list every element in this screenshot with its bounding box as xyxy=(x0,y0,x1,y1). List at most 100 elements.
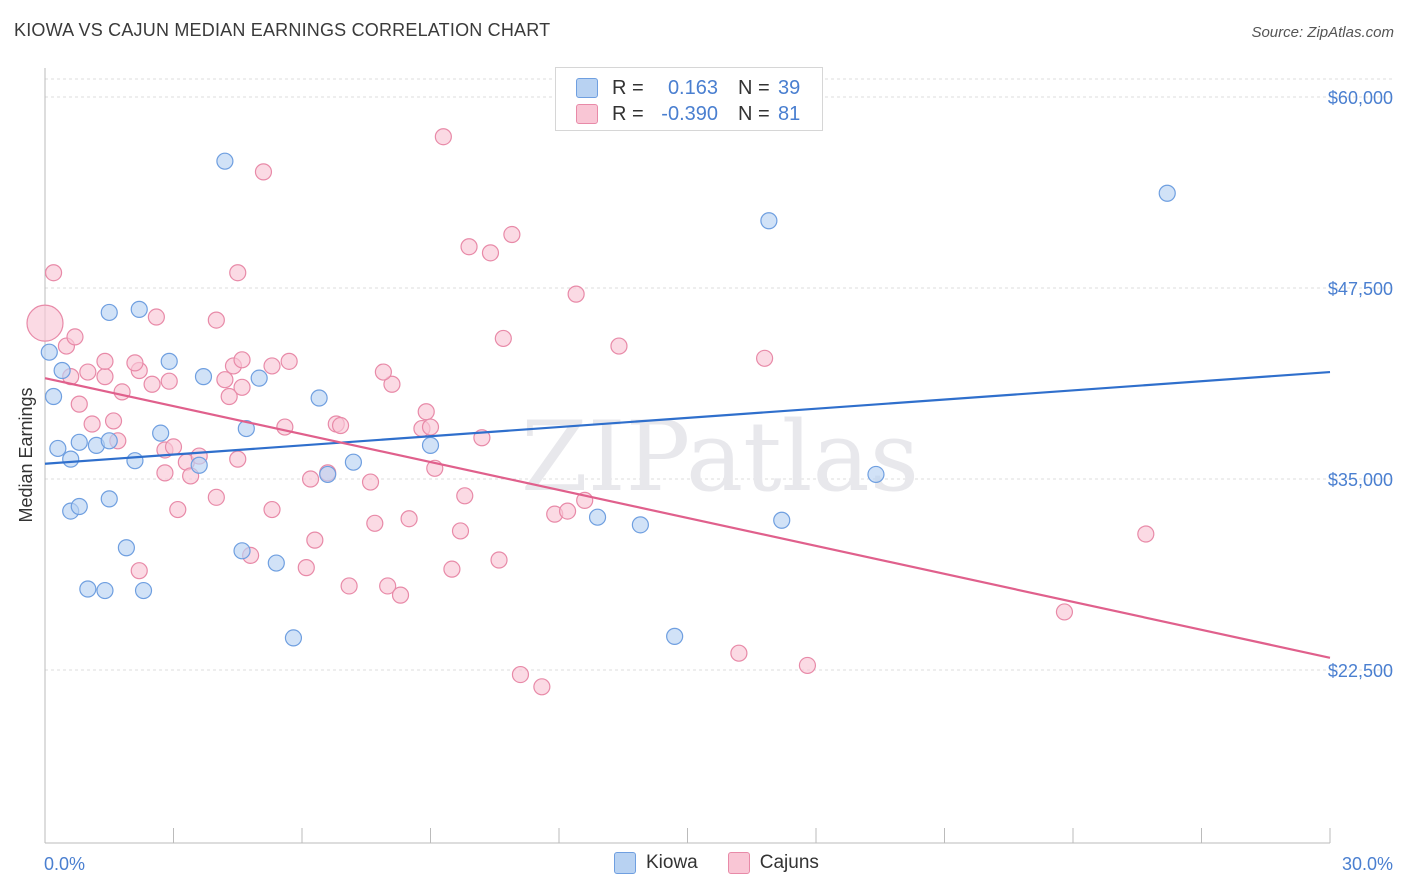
cajun-point xyxy=(1055,603,1074,621)
kiowa-point xyxy=(344,453,362,471)
kiowa-point xyxy=(867,465,885,484)
stats-legend: R = 0.163 N = 39 R = -0.390 N = 81 xyxy=(555,67,823,131)
y-tick-label: $47,500 xyxy=(1328,279,1393,299)
cajun-point xyxy=(301,470,320,488)
cajun-point xyxy=(44,264,63,282)
cajun-point xyxy=(533,678,551,696)
kiowa-point xyxy=(190,456,208,474)
cajun-point xyxy=(164,438,183,456)
cajun-point xyxy=(233,378,251,396)
cajun-point xyxy=(730,644,748,662)
cajun-swatch xyxy=(727,852,750,874)
cajun-point xyxy=(460,238,478,256)
kiowa-point xyxy=(100,490,118,508)
cajun-point xyxy=(280,352,298,370)
n-value: 81 xyxy=(778,102,801,125)
cajun-point xyxy=(456,487,474,505)
kiowa-point xyxy=(70,433,88,451)
r-label: R = xyxy=(612,76,644,99)
grid-lines xyxy=(45,78,1393,671)
cajun-point xyxy=(379,577,397,595)
cajun-point xyxy=(558,502,577,520)
cajun-point xyxy=(220,387,238,406)
kiowa-point xyxy=(773,511,791,529)
cajun-point xyxy=(755,349,774,367)
kiowa-point xyxy=(53,361,71,380)
series-legend: Kiowa Cajuns xyxy=(614,852,849,874)
cajun-point xyxy=(494,329,512,348)
cajun-point xyxy=(216,371,234,389)
kiowa-point xyxy=(666,627,684,645)
cajun-point xyxy=(383,375,401,393)
cajun-point xyxy=(331,416,350,435)
y-tick-label: $35,000 xyxy=(1328,470,1393,490)
kiowa-point xyxy=(130,300,148,318)
kiowa-point xyxy=(237,419,255,438)
cajun-point xyxy=(511,665,530,684)
cajun-point xyxy=(567,285,585,303)
cajun-point xyxy=(160,372,178,390)
kiowa-points xyxy=(40,152,1176,647)
cajun-point xyxy=(130,562,148,580)
cajun-point xyxy=(70,395,88,413)
kiowa-point xyxy=(40,343,58,361)
y-tick-label: $60,000 xyxy=(1328,88,1393,108)
kiowa-point xyxy=(96,581,114,600)
x-tick-label-min: 0.0% xyxy=(44,854,85,874)
kiowa-point xyxy=(126,452,144,470)
y-tick-label: $22,500 xyxy=(1328,661,1393,681)
cajun-point xyxy=(374,363,392,381)
r-value: 0.163 xyxy=(667,76,718,99)
cajun-point xyxy=(126,354,144,372)
kiowa-point xyxy=(62,450,80,468)
kiowa-point xyxy=(267,554,285,572)
kiowa-point xyxy=(233,542,251,560)
cajun-point xyxy=(233,351,251,369)
kiowa-point xyxy=(79,580,97,598)
kiowa-point xyxy=(100,303,118,322)
legend-label-cajuns: Cajuns xyxy=(759,852,819,873)
kiowa-point xyxy=(250,369,268,387)
kiowa-point xyxy=(194,368,213,386)
kiowa-swatch xyxy=(614,852,636,874)
y-tick-labels: $22,500 $35,000 $47,500 $60,000 xyxy=(1328,88,1393,681)
kiowa-point xyxy=(49,439,67,458)
kiowa-point xyxy=(310,389,328,407)
cajun-point xyxy=(1137,525,1155,543)
cajun-point xyxy=(340,577,358,595)
cajun-point xyxy=(104,412,123,430)
kiowa-point xyxy=(70,497,88,516)
cajun-point xyxy=(361,473,380,491)
kiowa-point xyxy=(44,387,63,406)
r-value: -0.390 xyxy=(661,102,718,125)
cajun-point xyxy=(610,337,628,355)
kiowa-point xyxy=(421,436,440,454)
kiowa-point xyxy=(152,424,170,442)
cajun-point xyxy=(798,656,817,675)
legend-item-cajuns: Cajuns xyxy=(727,852,819,874)
kiowa-trend-line xyxy=(44,370,1331,465)
cajun-point xyxy=(229,264,247,282)
kiowa-point xyxy=(1158,184,1176,202)
cajun-point xyxy=(263,500,281,519)
legend-label-kiowa: Kiowa xyxy=(646,852,698,873)
legend-item-kiowa: Kiowa xyxy=(614,852,698,874)
kiowa-swatch xyxy=(576,78,598,98)
cajun-point xyxy=(434,128,452,146)
x-ticks xyxy=(173,828,1331,843)
kiowa-point xyxy=(100,432,118,450)
kiowa-point xyxy=(117,539,135,557)
cajun-point xyxy=(26,304,64,342)
n-value: 39 xyxy=(778,76,801,99)
cajun-point xyxy=(306,531,324,549)
cajun-point xyxy=(366,514,384,532)
n-label: N = xyxy=(738,102,770,125)
cajun-point xyxy=(207,311,225,329)
cajun-point xyxy=(421,418,440,436)
kiowa-point xyxy=(284,629,303,647)
cajun-point xyxy=(481,244,500,262)
kiowa-point xyxy=(319,465,337,484)
source-label: Source: ZipAtlas.com xyxy=(1251,24,1394,41)
cajun-point xyxy=(451,522,470,540)
